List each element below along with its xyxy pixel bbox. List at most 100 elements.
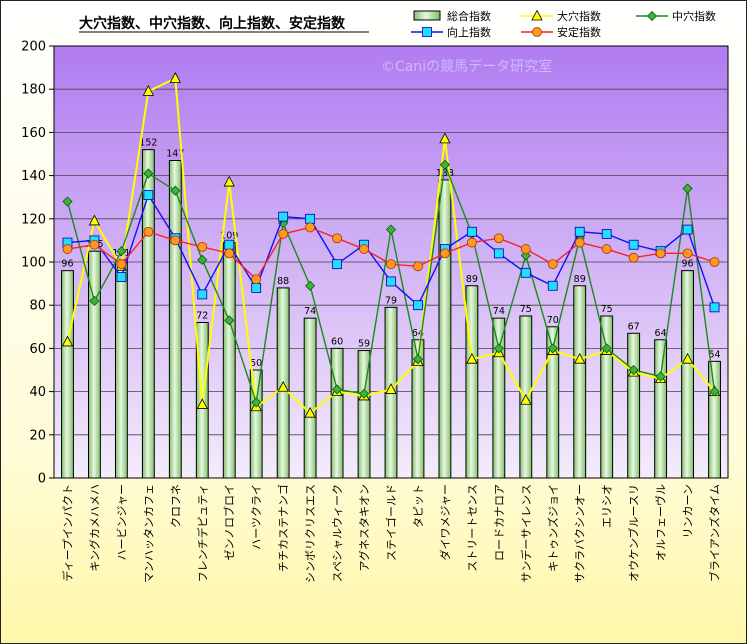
marker-circle (413, 261, 423, 272)
marker-triangle (466, 352, 478, 364)
bar-value-label: 75 (601, 304, 613, 315)
marker-square (386, 276, 396, 287)
marker-diamond (547, 343, 558, 354)
x-category-label: エリシオ (601, 484, 614, 528)
marker-diamond (646, 10, 658, 22)
bar-value-label: 89 (574, 274, 586, 285)
marker-square (493, 248, 504, 259)
marker-square (413, 300, 423, 311)
marker-square (520, 267, 531, 278)
bar-value-label: 60 (331, 336, 343, 347)
x-category-label: オウケンブルースリ (627, 484, 641, 582)
marker-circle (709, 257, 720, 267)
bar (681, 270, 694, 479)
bar (654, 339, 668, 479)
x-category-label: ステイゴールド (384, 484, 398, 561)
marker-triangle (304, 406, 316, 418)
bar-value-label: 147 (166, 148, 184, 159)
marker-triangle (385, 383, 397, 394)
marker-square (332, 259, 342, 270)
marker-circle (493, 233, 504, 244)
bar-value-label: 75 (520, 304, 532, 315)
marker-square (601, 229, 612, 239)
legend-swatch-bar (413, 10, 441, 21)
marker-diamond (601, 343, 612, 354)
bar (114, 259, 128, 479)
legend-label: 中穴指数 (672, 9, 716, 23)
legend-item: 向上指数 (411, 25, 491, 39)
x-category-label: ハービンジャー (115, 484, 128, 560)
legend-item: 中穴指数 (636, 9, 716, 23)
y-axis: 0 20 40 60 80 100 120 140 160 180 200 (21, 40, 54, 487)
marker-circle (655, 248, 666, 259)
marker-circle (440, 248, 450, 259)
bar (303, 317, 317, 479)
bar (168, 159, 182, 479)
marker-square (628, 239, 639, 250)
y-tick-label: 0 (38, 472, 46, 487)
x-category-label: ブライアンズタイム (708, 484, 722, 582)
marker-circle (574, 237, 585, 248)
bar (438, 179, 452, 479)
marker-diamond (358, 388, 370, 399)
y-tick-label: 80 (29, 299, 46, 314)
marker-square (547, 280, 558, 291)
marker-diamond (332, 384, 343, 395)
legend-item: 大穴指数 (521, 9, 601, 23)
marker-square (422, 27, 432, 37)
bar (249, 369, 263, 479)
marker-circle (197, 241, 208, 252)
x-category-label: ハーツクライ (250, 484, 263, 550)
marker-circle (628, 252, 639, 263)
marker-circle (332, 233, 342, 244)
y-tick-label: 20 (29, 428, 46, 443)
gridlines (54, 88, 728, 436)
x-category-label: スペシャルウィーク (331, 484, 344, 582)
marker-triangle (681, 352, 694, 364)
legend-label: 安定指数 (557, 25, 601, 39)
marker-square (116, 272, 127, 283)
marker-circle (224, 248, 235, 259)
marker-triangle (196, 398, 208, 409)
marker-triangle (169, 72, 181, 83)
bar-value-label: 89 (466, 274, 478, 285)
bar-value-label: 79 (385, 295, 397, 306)
x-category-label: サクラバクシンオー (574, 484, 587, 583)
marker-circle (251, 274, 262, 285)
marker-square (574, 226, 585, 237)
x-category-label: ロードカナロア (493, 484, 506, 561)
marker-diamond (62, 196, 73, 207)
x-category-label: シンボリクリスエス (304, 484, 317, 583)
marker-circle (520, 244, 531, 254)
bar (411, 339, 425, 479)
x-category-label: フレンチデピュティ (195, 484, 209, 582)
bar-value-label: 50 (250, 358, 262, 369)
marker-square (197, 289, 208, 300)
legend-item: 安定指数 (521, 25, 601, 39)
legend-label: 向上指数 (447, 25, 491, 39)
x-category-label: キトゥンズジョイ (546, 484, 560, 572)
x-category-label: チチカステナンゴ (276, 484, 290, 572)
marker-circle (116, 259, 127, 270)
x-category-label: リンカーン (682, 484, 695, 538)
bar (141, 149, 155, 479)
bar-value-label: 67 (628, 321, 640, 332)
x-category-label: ダイワメジャー (438, 484, 452, 560)
marker-square (709, 302, 720, 313)
marker-triangle (88, 214, 101, 226)
marker-circle (359, 244, 369, 254)
bar-value-label: 152 (139, 138, 157, 149)
bar-value-label: 74 (493, 306, 505, 317)
marker-square (143, 190, 154, 200)
bar (708, 360, 721, 479)
marker-square (466, 226, 477, 237)
marker-triangle (61, 335, 74, 347)
marker-circle (466, 237, 477, 248)
marker-square (251, 283, 262, 293)
marker-triangle (277, 380, 289, 392)
x-category-label: マンハッタンカフェ (142, 484, 155, 583)
marker-circle (682, 248, 693, 259)
x-category-label: タピット (412, 484, 425, 528)
marker-diamond (251, 397, 262, 408)
